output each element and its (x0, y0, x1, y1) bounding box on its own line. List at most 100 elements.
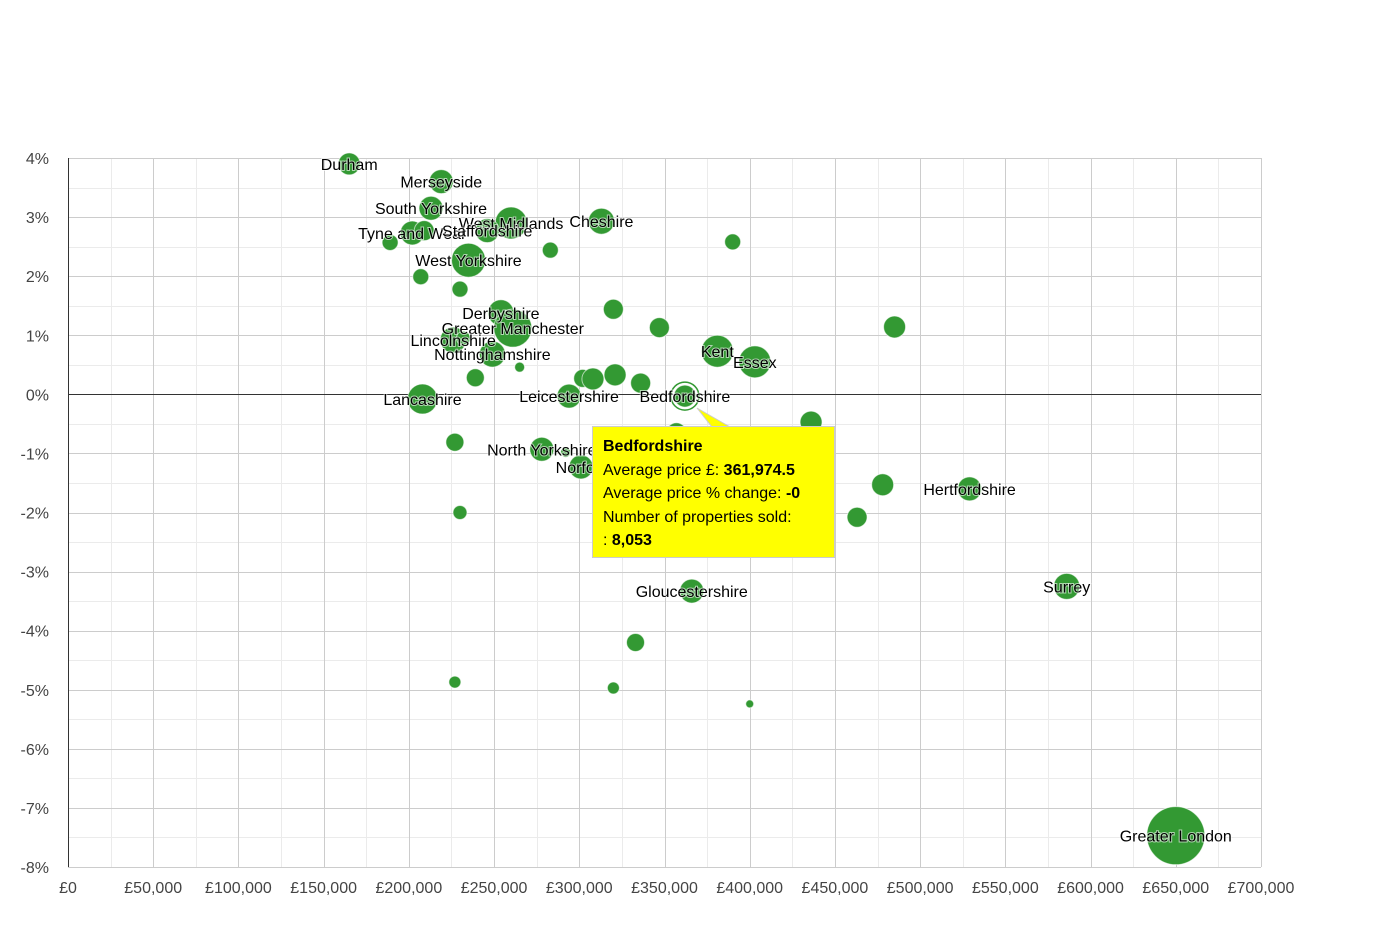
bubble-label: Gloucestershire (636, 584, 748, 601)
bubble[interactable] (738, 345, 772, 379)
bubble[interactable] (883, 315, 907, 339)
bubble[interactable] (606, 681, 620, 695)
x-tick-label: £350,000 (631, 880, 698, 897)
y-tick-label: 0% (26, 387, 49, 404)
bubble-label: Cheshire (569, 214, 633, 231)
bubble[interactable] (871, 473, 895, 497)
x-tick-label: £700,000 (1228, 880, 1295, 897)
y-tick-label: 3% (26, 210, 49, 227)
bubble[interactable] (418, 195, 444, 221)
bubble[interactable] (581, 367, 605, 391)
tooltip-value: 8,053 (611, 532, 652, 549)
x-tick-label: £600,000 (1057, 880, 1124, 897)
bubble-label: Tyne and Wear (358, 226, 467, 243)
x-tick-label: £550,000 (972, 880, 1039, 897)
y-axis-tick-labels: 4% 3% 2% 1% 0% -1% -2% -3% -4% -5% -6% -7% -8% (21, 151, 49, 877)
bubble-label: South Yorkshire (375, 201, 487, 218)
y-tick-label: -4% (21, 624, 49, 641)
bubble[interactable] (337, 152, 361, 176)
bubble-label: Staffordshire (442, 224, 533, 241)
bubble-label: Durham (321, 157, 378, 174)
tooltip-label: Average price % change: (603, 485, 782, 502)
bubble[interactable] (465, 368, 485, 388)
bubble[interactable] (602, 298, 624, 320)
bubble-label: North Yorkshire (487, 442, 596, 459)
tooltip-value: 361,974.5 (723, 461, 795, 479)
bubble[interactable] (673, 384, 697, 408)
bubble[interactable] (514, 361, 526, 373)
tooltip-row-sold: Number of properties sold: (603, 506, 824, 530)
bubble-label: Nottinghamshire (434, 347, 551, 364)
y-tick-label: -2% (21, 506, 49, 523)
bubble[interactable] (381, 233, 399, 251)
bubble[interactable] (626, 632, 646, 652)
bubble-label: Merseyside (400, 175, 482, 192)
bubble-label: Greater Manchester (442, 321, 585, 338)
y-tick-label: -6% (21, 742, 49, 759)
bubble[interactable] (413, 220, 435, 242)
bubble[interactable] (630, 372, 652, 394)
x-tick-label: £250,000 (461, 880, 528, 897)
axes (68, 158, 1261, 867)
tooltip-label: : (603, 532, 608, 549)
y-tick-label: -3% (21, 565, 49, 582)
x-tick-label: £450,000 (802, 880, 869, 897)
y-tick-label: -8% (21, 860, 49, 877)
bubble[interactable] (560, 446, 572, 458)
bubble[interactable] (406, 383, 438, 415)
x-axis-tick-labels: £0 £50,000 £100,000 £150,000 £200,000 £250,00… (59, 880, 1294, 897)
bubble[interactable] (445, 432, 465, 452)
tooltip-row-price: Average price £: 361,974.5 (603, 459, 824, 483)
bubble[interactable] (1053, 572, 1081, 600)
tooltip-value: -0 (785, 485, 801, 502)
x-tick-label: £500,000 (887, 880, 954, 897)
tooltip-label: Number of properties sold: (603, 508, 792, 526)
x-tick-label: £200,000 (375, 880, 442, 897)
bubble[interactable] (603, 363, 627, 387)
bubble[interactable] (700, 334, 734, 368)
bubble-label: Bedfordshire (640, 389, 731, 406)
bubble[interactable] (745, 699, 755, 709)
bubble[interactable] (541, 241, 559, 259)
x-tick-label: £50,000 (124, 880, 182, 897)
bubble[interactable] (428, 169, 454, 195)
bubble-label: Kent (701, 344, 734, 361)
bubble[interactable] (648, 317, 670, 339)
bubble-label: Essex (733, 355, 777, 372)
bubble[interactable] (451, 280, 469, 298)
x-tick-label: £400,000 (716, 880, 783, 897)
bubble[interactable] (493, 308, 533, 348)
bubble[interactable] (452, 505, 468, 520)
bubble[interactable] (448, 675, 462, 689)
bubble[interactable] (451, 242, 487, 278)
tooltip: Bedfordshire Average price £: 361,974.5 … (592, 426, 835, 558)
bubble[interactable] (1146, 806, 1206, 866)
y-tick-label: -1% (21, 446, 49, 463)
y-tick-label: 2% (26, 269, 49, 286)
y-tick-label: -7% (21, 801, 49, 818)
bubbles (337, 152, 1206, 866)
bubble[interactable] (556, 383, 582, 409)
x-tick-label: £150,000 (290, 880, 357, 897)
y-tick-label: 4% (26, 151, 49, 168)
bubble[interactable] (455, 330, 471, 346)
bubble[interactable] (679, 578, 705, 604)
x-tick-label: £650,000 (1142, 880, 1209, 897)
bubble[interactable] (412, 268, 430, 286)
bubble[interactable] (529, 436, 555, 462)
bubble[interactable] (587, 207, 615, 235)
tooltip-title: Bedfordshire (603, 438, 703, 455)
tooltip-label: Average price £: (603, 461, 720, 479)
x-tick-label: £0 (59, 880, 77, 897)
bubble-highlight-ring (670, 381, 700, 411)
bubble-label: Lincolnshire (410, 333, 495, 350)
bubble-label: West Midlands (459, 216, 564, 233)
bubble-labels: Durham Merseyside South Yorkshire Tyne and … (320, 156, 1233, 847)
bubble[interactable] (724, 233, 742, 251)
bubble-label: Hertfordshire (923, 482, 1016, 499)
bubble[interactable] (846, 506, 868, 528)
bubble[interactable] (474, 218, 500, 244)
bubble[interactable] (478, 340, 506, 368)
bubble[interactable] (957, 476, 983, 502)
